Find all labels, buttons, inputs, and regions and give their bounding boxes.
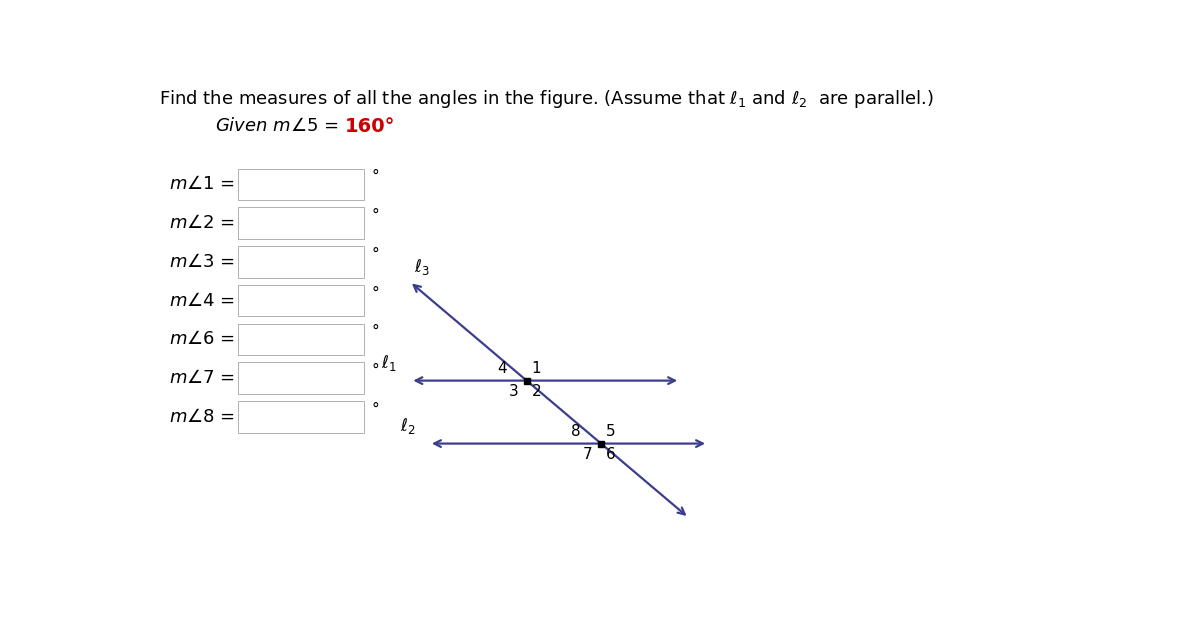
Bar xyxy=(239,246,364,277)
Text: $m\angle3$ =: $m\angle3$ = xyxy=(168,253,235,271)
Text: $m\angle4$ =: $m\angle4$ = xyxy=(168,292,235,309)
Text: °: ° xyxy=(371,401,379,416)
Bar xyxy=(239,401,364,433)
Text: °: ° xyxy=(371,324,379,339)
Text: 8: 8 xyxy=(571,424,581,439)
Text: °: ° xyxy=(371,208,379,223)
Text: °: ° xyxy=(371,286,379,300)
Bar xyxy=(239,208,364,239)
Text: $m\angle1$ =: $m\angle1$ = xyxy=(168,175,235,194)
Text: $m\angle2$ =: $m\angle2$ = xyxy=(168,214,235,232)
Text: 160°: 160° xyxy=(346,117,396,136)
Text: 1: 1 xyxy=(532,361,541,376)
Text: 4: 4 xyxy=(497,361,506,376)
Text: 6: 6 xyxy=(606,447,616,462)
Text: 5: 5 xyxy=(606,424,616,439)
Bar xyxy=(239,285,364,316)
Text: °: ° xyxy=(371,247,379,262)
Text: Given $m\angle5$ =: Given $m\angle5$ = xyxy=(215,118,341,135)
Text: °: ° xyxy=(371,363,379,378)
Text: $\ell_1$: $\ell_1$ xyxy=(382,353,396,374)
Text: $m\angle8$ =: $m\angle8$ = xyxy=(168,408,235,426)
Text: 3: 3 xyxy=(509,384,518,399)
Text: Find the measures of all the angles in the figure. (Assume that $\ell_1$ and $\e: Find the measures of all the angles in t… xyxy=(160,87,935,109)
Bar xyxy=(239,362,364,394)
Text: 7: 7 xyxy=(583,447,593,462)
Bar xyxy=(239,169,364,200)
Bar xyxy=(239,324,364,355)
Text: $m\angle6$ =: $m\angle6$ = xyxy=(168,330,235,348)
Text: $m\angle7$ =: $m\angle7$ = xyxy=(168,369,235,387)
Text: 2: 2 xyxy=(532,384,541,399)
Text: $\ell_3$: $\ell_3$ xyxy=(414,257,430,277)
Text: °: ° xyxy=(371,169,379,184)
Text: $\ell_2$: $\ell_2$ xyxy=(400,416,415,437)
